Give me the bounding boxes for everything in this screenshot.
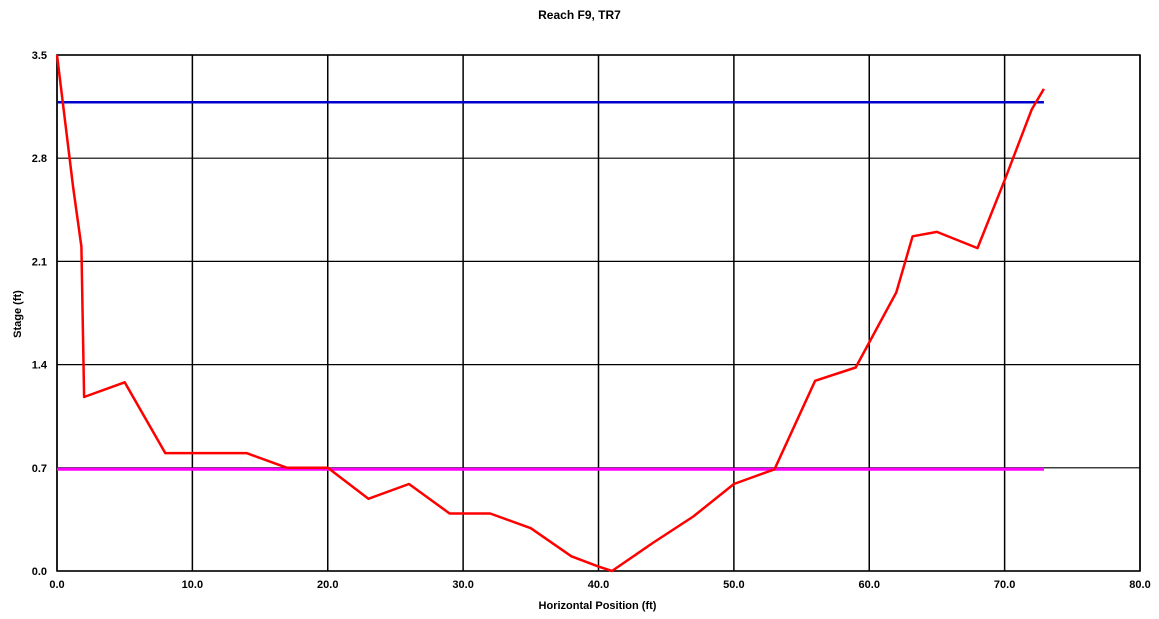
y-tick-label: 0.0: [32, 566, 47, 578]
y-tick-label: 0.7: [32, 463, 47, 475]
profile-line: [55, 54, 1045, 573]
x-tick-label: 20.0: [317, 579, 338, 591]
x-tick-label: 0.0: [49, 579, 64, 591]
x-tick-label: 30.0: [452, 579, 473, 591]
x-tick-label: 80.0: [1129, 579, 1150, 591]
x-tick-label: 70.0: [994, 579, 1015, 591]
chart-title: Reach F9, TR7: [538, 8, 621, 22]
y-tick-label: 3.5: [32, 50, 47, 62]
y-tick-label: 1.4: [32, 360, 48, 372]
x-tick-label: 60.0: [859, 579, 880, 591]
y-tick-label: 2.8: [32, 153, 47, 165]
x-tick-label: 50.0: [723, 579, 744, 591]
plot-border: [56, 54, 1141, 572]
y-tick-label: 2.1: [32, 256, 47, 268]
x-tick-label: 10.0: [182, 579, 203, 591]
x-tick-label: 40.0: [588, 579, 609, 591]
x-axis-label: Horizontal Position (ft): [538, 600, 657, 612]
